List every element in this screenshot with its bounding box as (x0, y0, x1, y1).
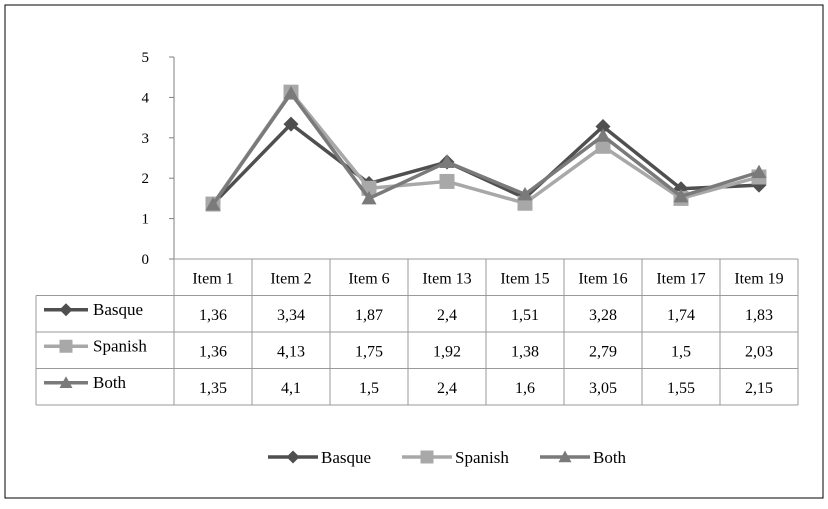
category-label: Item 19 (734, 270, 783, 287)
data-value-label: 2,4 (437, 380, 457, 397)
data-value-label: 3,34 (277, 307, 305, 324)
category-label: Item 2 (270, 270, 311, 287)
data-value-label: 1,5 (671, 343, 691, 360)
data-value-label: 1,92 (433, 343, 461, 360)
data-value-label: 1,5 (359, 380, 379, 397)
category-label: Item 15 (500, 270, 549, 287)
data-value-label: 1,6 (515, 380, 535, 397)
series-line-both (211, 91, 760, 206)
data-value-label: 4,13 (277, 343, 305, 360)
legend-key-marker-both (558, 450, 572, 463)
data-value-label: 1,87 (355, 307, 383, 324)
legend-key-marker-basque (286, 450, 300, 464)
data-value-label: 1,83 (745, 307, 773, 324)
data-value-label: 2,79 (589, 343, 617, 360)
y-tick-label: 5 (142, 50, 150, 66)
category-label: Item 6 (348, 270, 389, 287)
y-tick-label: 2 (142, 171, 150, 187)
data-value-label: 1,38 (511, 343, 539, 360)
data-value-label: 1,35 (199, 380, 227, 397)
y-tick-label: 1 (142, 212, 150, 228)
data-point-both (595, 128, 611, 142)
data-point-both (283, 85, 299, 100)
data-point-both (517, 186, 533, 201)
table-row-label-spanish: Spanish (93, 336, 147, 355)
y-tick-label: 0 (142, 252, 150, 268)
table-row-label-basque: Basque (93, 300, 143, 319)
data-value-label: 2,4 (437, 307, 457, 324)
table-legend-key-marker-both (59, 376, 73, 388)
data-point-both (205, 196, 221, 211)
legend-label-basque: Basque (321, 448, 371, 467)
data-value-label: 2,03 (745, 343, 773, 360)
data-value-label: 1,55 (667, 380, 695, 397)
category-label: Item 1 (192, 270, 233, 287)
table-row-label-both: Both (93, 373, 127, 392)
category-label: Item 17 (656, 270, 705, 287)
data-point-both (673, 188, 689, 203)
legend-label-both: Both (593, 448, 627, 467)
data-value-label: 1,74 (667, 307, 695, 324)
table-legend-key-marker-spanish (59, 339, 73, 353)
data-point-basque (595, 118, 611, 134)
data-value-label: 1,75 (355, 343, 383, 360)
data-value-label: 1,36 (199, 343, 227, 360)
data-point-spanish (595, 138, 611, 154)
data-value-label: 3,05 (589, 380, 617, 397)
data-point-spanish (439, 173, 455, 189)
data-value-label: 2,15 (745, 380, 773, 397)
data-point-both (361, 190, 377, 205)
data-value-label: 4,1 (281, 380, 301, 397)
table-legend-key-marker-basque (59, 303, 73, 317)
category-label: Item 16 (578, 270, 627, 287)
data-point-both (439, 154, 455, 169)
category-label: Item 13 (422, 270, 471, 287)
legend-key-marker-spanish (420, 450, 434, 464)
data-value-label: 1,51 (511, 307, 539, 324)
y-tick-label: 4 (142, 90, 150, 106)
data-value-label: 3,28 (589, 307, 617, 324)
legend-label-spanish: Spanish (455, 448, 509, 467)
data-value-label: 1,36 (199, 307, 227, 324)
data-point-basque (283, 116, 299, 132)
y-tick-label: 3 (142, 131, 150, 147)
data-point-both (751, 164, 767, 179)
chart-frame (4, 4, 824, 499)
